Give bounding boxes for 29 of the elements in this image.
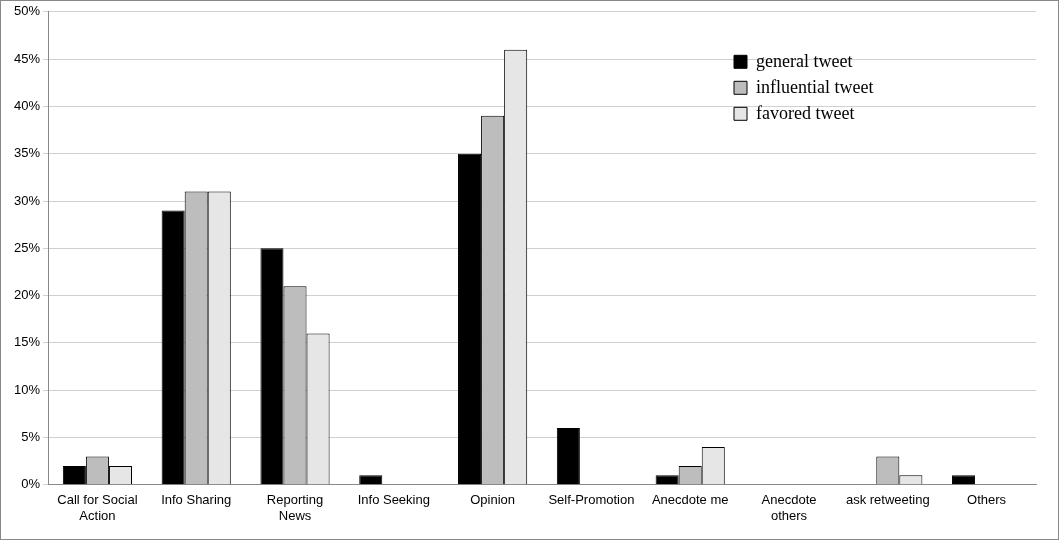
legend-label: influential tweet (756, 76, 874, 97)
y-tick-label: 35% (13, 145, 41, 161)
x-tick-label: Others (967, 492, 1007, 508)
x-tick-label: Self-Promotion (548, 492, 635, 508)
x-tick-label: Info Seeking (357, 492, 430, 508)
x-tick-label: Reporting News (266, 492, 324, 523)
y-tick-label: 15% (13, 334, 41, 350)
x-tick-label: Opinion (470, 492, 516, 508)
x-tick-label: Info Sharing (161, 492, 232, 508)
y-tick-label: 5% (21, 429, 41, 445)
bar (952, 475, 976, 485)
y-tick-label: 40% (13, 97, 41, 113)
y-tick-label: 30% (13, 192, 41, 208)
y-tick-label: 50% (13, 3, 41, 19)
y-tick-label: 10% (13, 381, 41, 397)
legend-label: favored tweet (756, 102, 855, 123)
x-tick-label: Anecdote others (761, 492, 817, 523)
y-tick-label: 45% (13, 50, 41, 66)
legend-label: general tweet (756, 50, 853, 71)
x-tick-label: Anecdote me (651, 492, 729, 508)
y-tick-label: 25% (13, 239, 41, 255)
y-tick-label: 20% (13, 287, 41, 303)
y-tick-label: 0% (21, 476, 41, 492)
bar (359, 475, 383, 485)
bar (458, 153, 482, 485)
bar (260, 248, 284, 485)
x-tick-label: ask retweeting (845, 492, 930, 508)
bar (556, 428, 580, 485)
x-tick-label: Call for Social Action (57, 492, 138, 523)
